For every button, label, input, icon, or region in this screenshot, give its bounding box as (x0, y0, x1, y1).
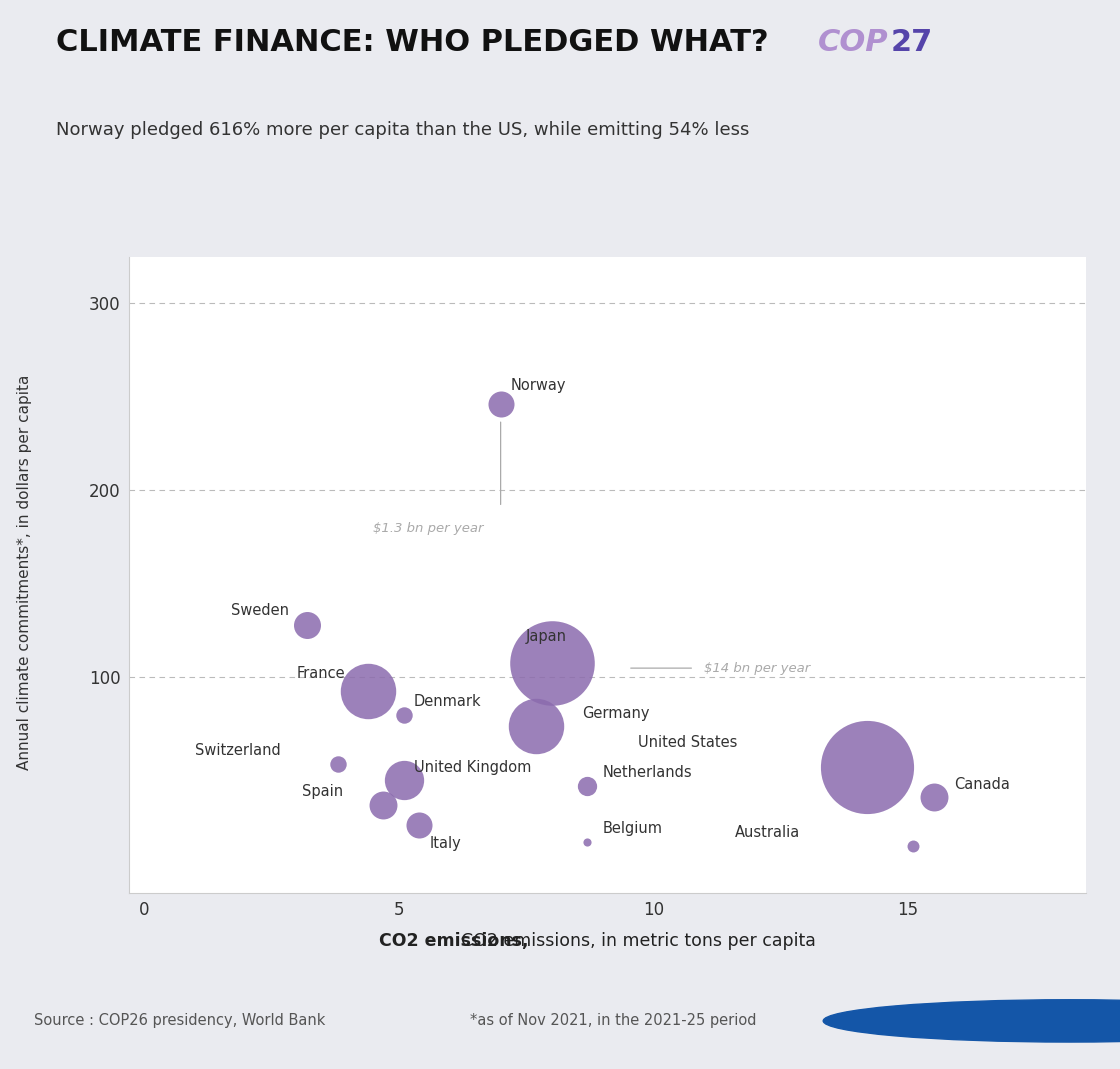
Point (578, 777, 596, 794)
Point (528, 717, 545, 734)
Point (542, 654, 560, 671)
Point (395, 707, 413, 724)
Text: 27: 27 (890, 28, 933, 58)
Text: CO2 emissions, in metric tons per capita: CO2 emissions, in metric tons per capita (461, 932, 815, 950)
Point (904, 837, 922, 854)
Point (858, 759, 876, 776)
Text: United Kingdom: United Kingdom (414, 760, 531, 775)
Text: AFP: AFP (958, 1014, 1021, 1042)
Text: Norway: Norway (511, 378, 567, 393)
Text: $1.3 bn per year: $1.3 bn per year (373, 522, 484, 534)
Text: Sweden: Sweden (231, 603, 289, 618)
Text: Switzerland: Switzerland (195, 743, 281, 758)
Point (925, 789, 943, 806)
Point (492, 396, 510, 413)
Text: CLIMATE FINANCE: WHO PLEDGED WHAT?: CLIMATE FINANCE: WHO PLEDGED WHAT? (56, 28, 768, 58)
Point (410, 817, 428, 834)
Text: Norway pledged 616% more per capita than the US, while emitting 54% less: Norway pledged 616% more per capita than… (56, 122, 749, 139)
Text: Denmark: Denmark (414, 694, 482, 710)
Circle shape (823, 1000, 1120, 1042)
Text: Germany: Germany (582, 706, 650, 721)
Text: COP: COP (818, 28, 888, 58)
Point (578, 834, 596, 851)
Text: France: France (297, 666, 345, 681)
Text: Japan: Japan (526, 629, 567, 644)
Text: Source : COP26 presidency, World Bank: Source : COP26 presidency, World Bank (34, 1013, 325, 1028)
Text: Italy: Italy (429, 836, 461, 851)
Text: Annual climate commitments*, in dollars per capita: Annual climate commitments*, in dollars … (17, 374, 32, 770)
Point (360, 682, 377, 699)
Text: *as of Nov 2021, in the 2021-25 period: *as of Nov 2021, in the 2021-25 period (470, 1013, 757, 1028)
Text: Netherlands: Netherlands (603, 765, 692, 780)
Text: Australia: Australia (735, 825, 800, 840)
Text: $14 bn per year: $14 bn per year (704, 662, 811, 675)
Text: CO2 emissions,: CO2 emissions, (379, 932, 528, 950)
Text: Belgium: Belgium (603, 821, 663, 836)
Text: United States: United States (638, 735, 738, 750)
Point (395, 772, 413, 789)
Text: Canada: Canada (954, 776, 1010, 791)
Point (298, 617, 316, 634)
Point (374, 796, 392, 814)
Point (328, 755, 346, 772)
Text: Spain: Spain (302, 784, 343, 800)
